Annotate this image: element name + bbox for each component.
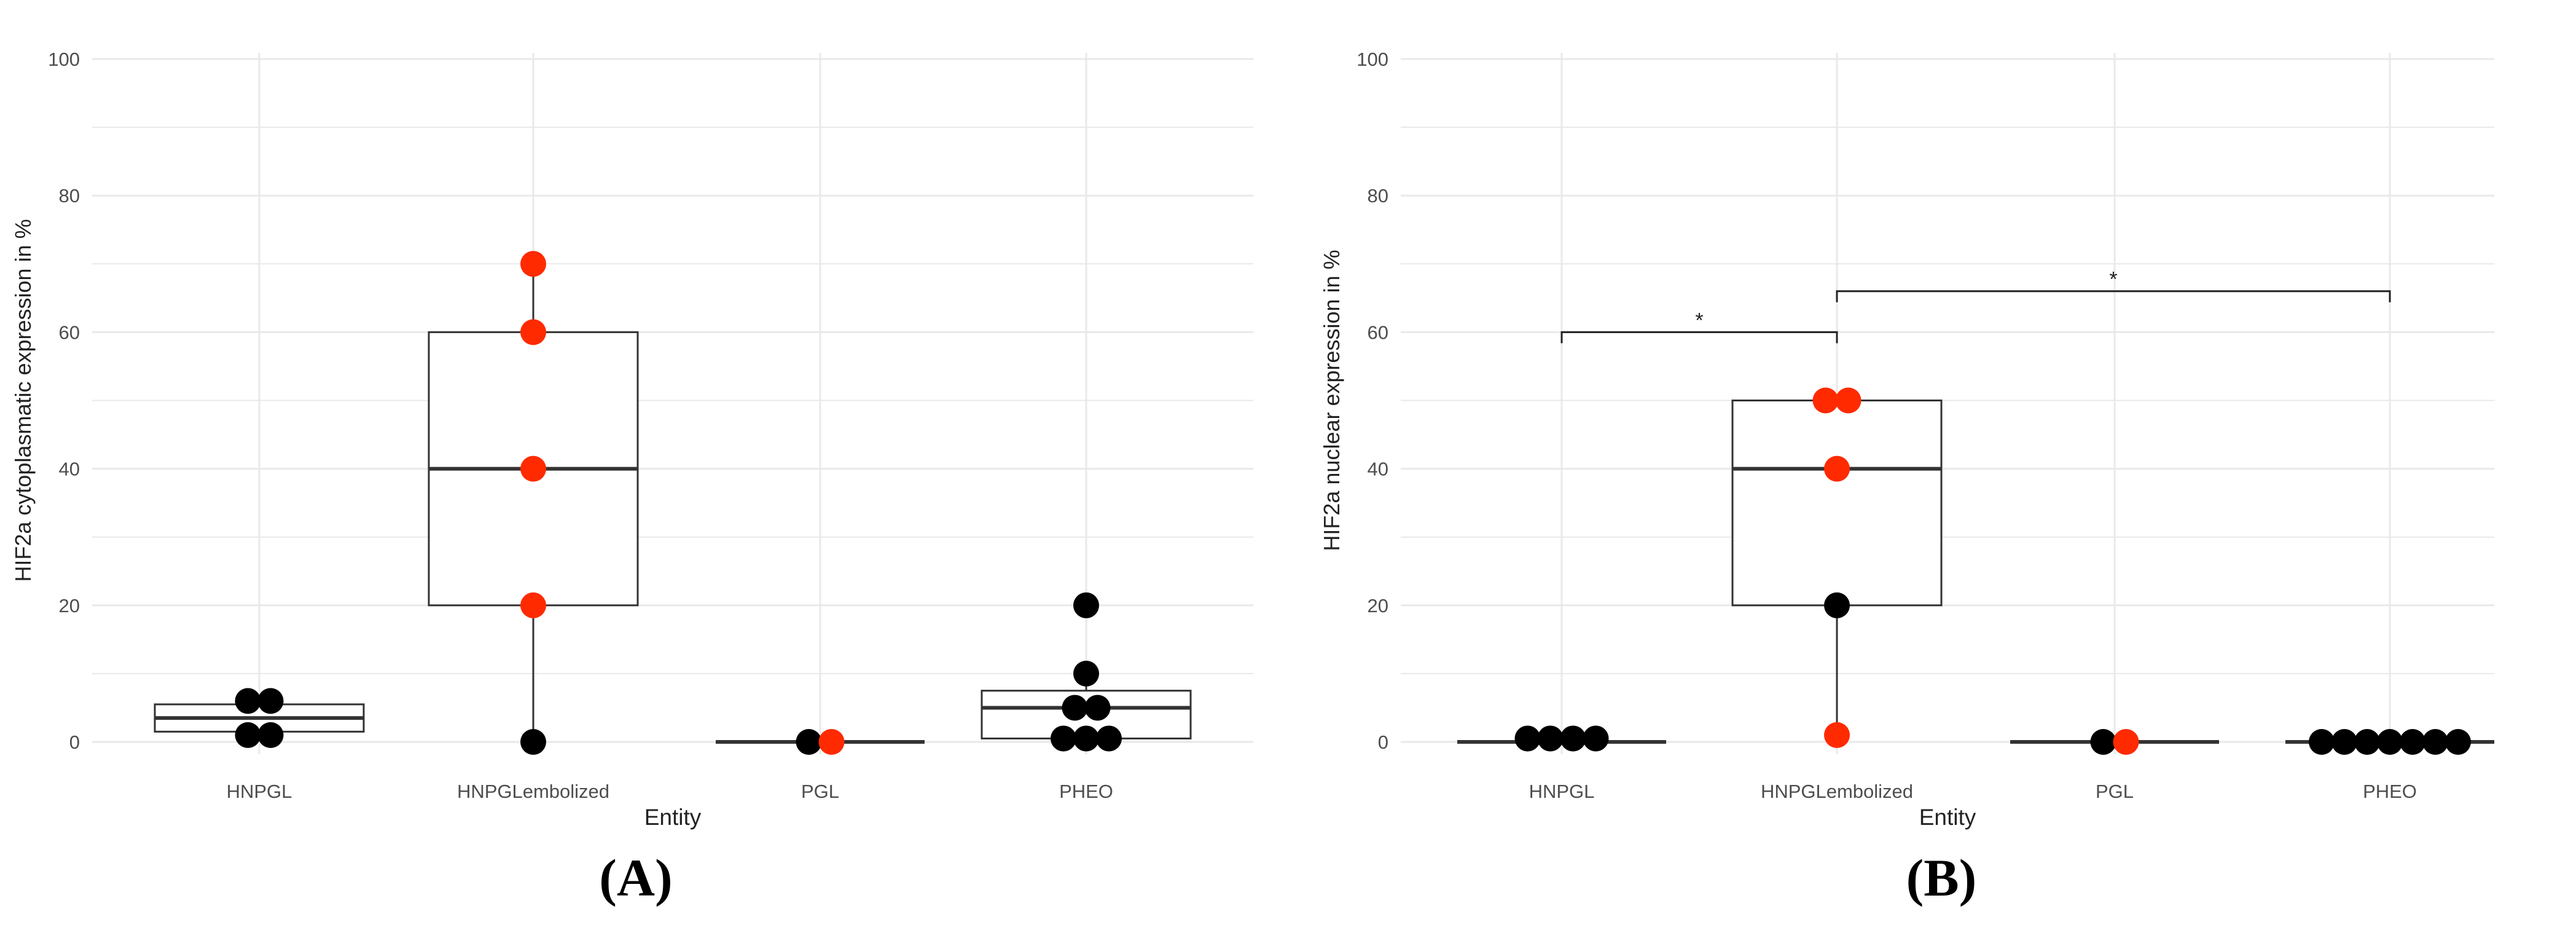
data-point: [1824, 592, 1850, 618]
data-point: [1073, 725, 1099, 752]
data-point: [1824, 455, 1850, 482]
y-tick-label: 80: [59, 185, 80, 207]
data-point: [235, 688, 261, 714]
x-tick-label: PHEO: [1059, 781, 1113, 802]
bracket-line: [1560, 331, 1838, 344]
data-point: [1073, 660, 1099, 687]
x-tick-label: PHEO: [2363, 781, 2417, 802]
y-axis-title: HIF2a cytoplasmatic expression in %: [10, 219, 36, 581]
y-tick-label: 80: [1368, 185, 1388, 207]
data-point: [520, 592, 546, 618]
panel-a-chart: 0 20 40 60 80 100 HNPGL HNPGLembolized PGL PHEO En…: [10, 49, 1253, 830]
box-hnpgl: [154, 701, 365, 735]
y-tick-label: 60: [59, 321, 80, 343]
y-tick-label: 100: [1357, 49, 1388, 70]
significance-label: *: [2109, 268, 2117, 291]
data-point: [1084, 695, 1111, 721]
y-tick-label: 20: [59, 595, 80, 617]
data-point: [1062, 695, 1088, 721]
x-tick-label: HNPGL: [1529, 781, 1595, 802]
y-tick-label: 40: [1368, 459, 1388, 480]
y-tick-label: 60: [1368, 321, 1388, 343]
box-hnpglembolized: [1731, 400, 1943, 735]
box-hnpglembolized: [428, 264, 639, 742]
significance-bracket: *: [1560, 309, 1838, 344]
data-point: [2113, 729, 2139, 755]
data-point: [1824, 722, 1850, 748]
panel-b-chart: 0 20 40 60 80 100 HNPGL HNPGLembolized PGL PHEO En…: [1319, 49, 2494, 830]
y-tick-label: 0: [69, 731, 80, 753]
x-tick-label: HNPGL: [227, 781, 292, 802]
data-point: [1073, 592, 1099, 618]
data-point: [257, 722, 284, 748]
data-point: [1514, 725, 1541, 752]
x-axis-title: Entity: [644, 805, 702, 830]
data-point: [235, 722, 261, 748]
data-point: [520, 319, 546, 345]
data-point: [1583, 725, 1609, 752]
data-point: [1560, 725, 1586, 752]
significance-label: *: [1695, 309, 1703, 332]
data-point: [2354, 729, 2380, 755]
data-points: [1514, 387, 2471, 755]
data-point: [1835, 387, 1862, 414]
data-point: [2377, 729, 2403, 755]
panel-b-label: (B): [1906, 848, 1977, 907]
bracket-line: [1836, 290, 2391, 302]
data-point: [2331, 729, 2357, 755]
data-point: [257, 688, 284, 714]
data-point: [818, 729, 845, 755]
data-point: [1051, 725, 1076, 752]
x-axis-title: Entity: [1919, 805, 1976, 830]
data-point: [520, 251, 546, 277]
data-point: [2090, 729, 2116, 755]
y-tick-label: 0: [1378, 731, 1388, 753]
x-tick-label: PGL: [801, 781, 839, 802]
panel-a-label: (A): [599, 848, 673, 907]
data-point: [1096, 725, 1122, 752]
y-tick-label: 20: [1368, 595, 1388, 617]
data-point: [796, 729, 822, 755]
data-points: [235, 251, 1122, 755]
gridlines: [92, 53, 1253, 754]
gridlines: [1401, 53, 2494, 754]
data-point: [2445, 729, 2471, 755]
x-tick-label: HNPGLembolized: [457, 781, 609, 802]
x-tick-label: PGL: [2096, 781, 2134, 802]
y-tick-label: 100: [48, 49, 80, 70]
data-point: [2400, 729, 2425, 755]
data-point: [1537, 725, 1564, 752]
x-tick-label: HNPGLembolized: [1761, 781, 1913, 802]
data-point: [520, 729, 546, 755]
data-point: [2309, 729, 2335, 755]
y-axis-title: HIF2a nuclear expression in %: [1319, 250, 1344, 551]
data-point: [520, 455, 546, 482]
data-point: [2422, 729, 2448, 755]
y-tick-label: 40: [59, 459, 80, 480]
data-point: [1812, 387, 1839, 414]
significance-bracket: *: [1836, 268, 2391, 302]
box-body: [1731, 400, 1943, 607]
